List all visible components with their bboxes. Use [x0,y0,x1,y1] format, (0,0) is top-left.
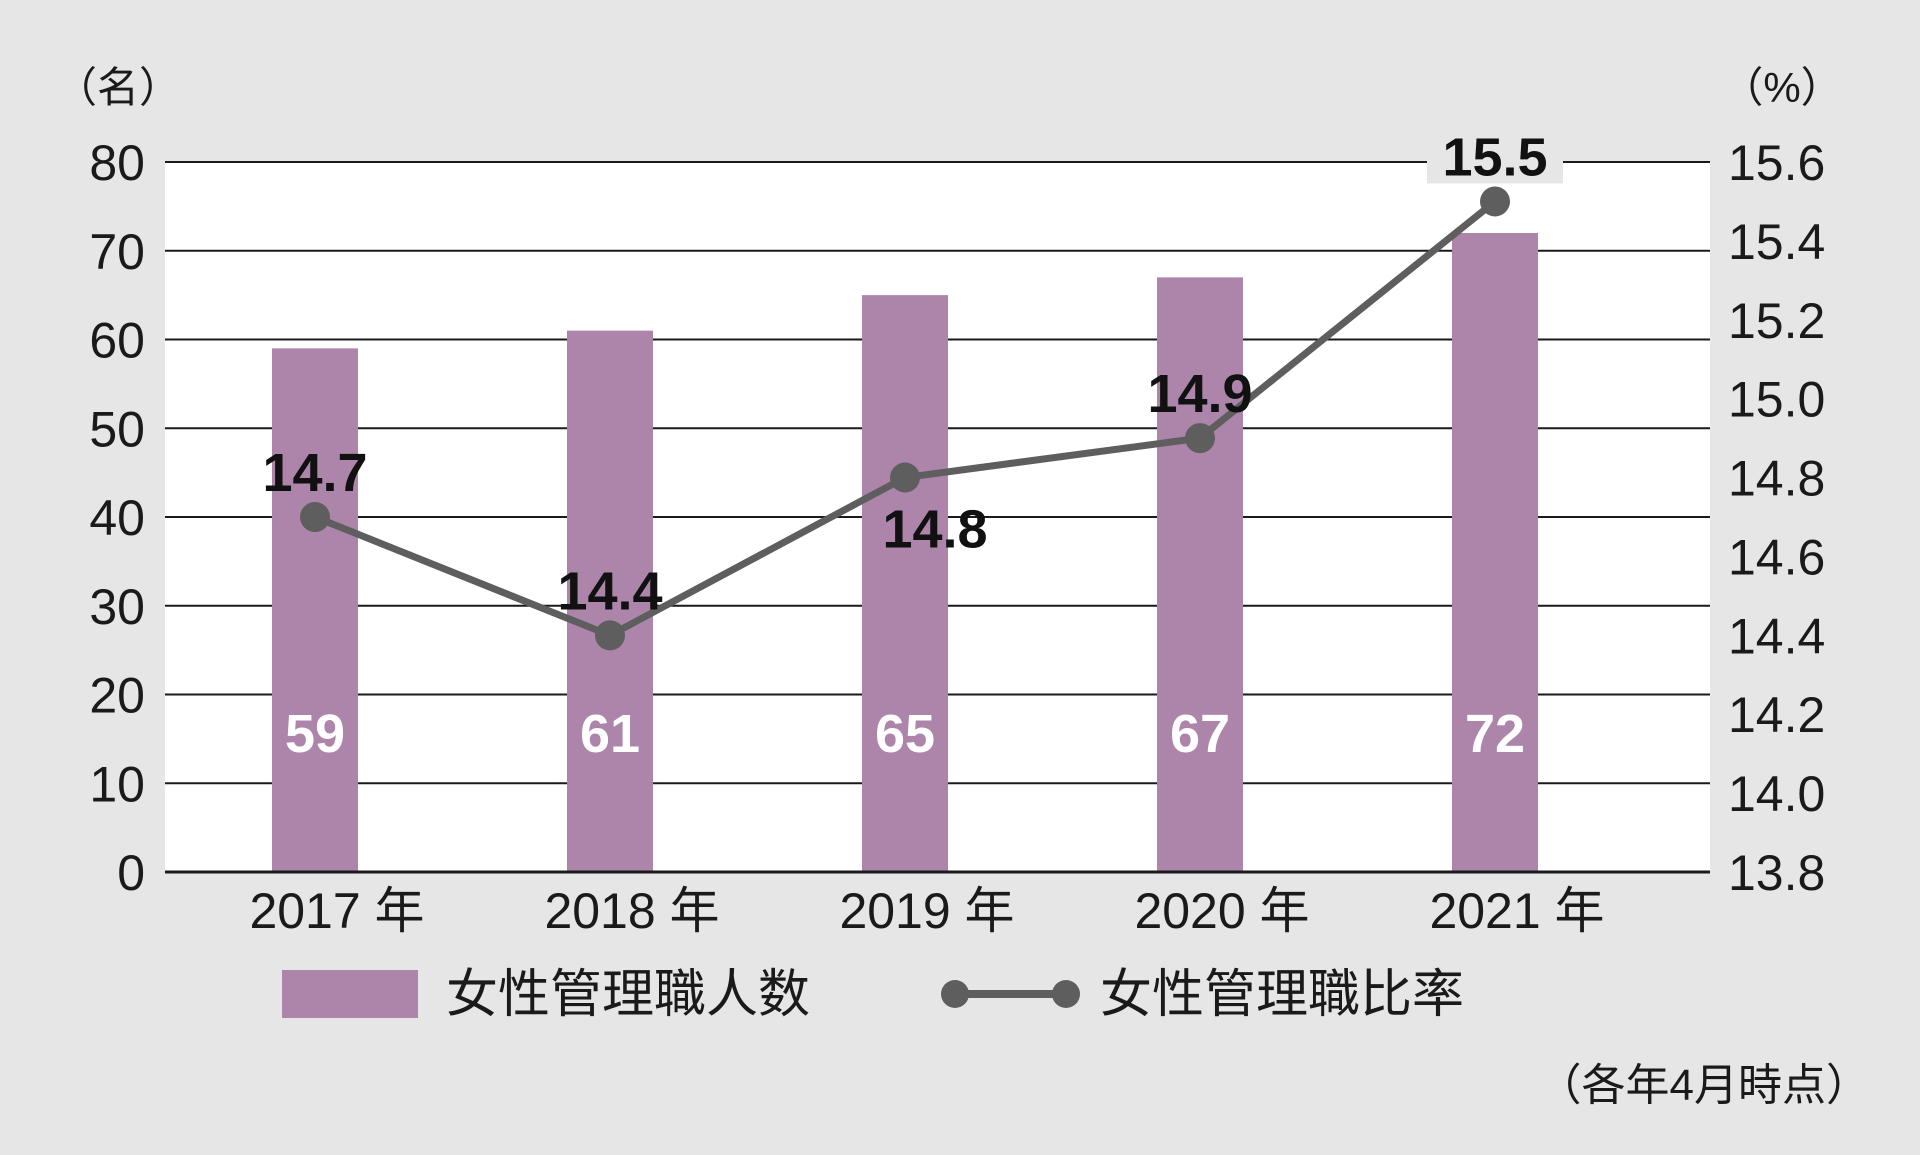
legend-line-marker [1052,980,1080,1008]
left-tick-label: 60 [89,313,145,369]
right-tick-label: 14.6 [1728,529,1825,585]
left-tick-label: 30 [89,579,145,635]
right-tick-label: 14.8 [1728,451,1825,507]
right-tick-label: 15.6 [1728,135,1825,191]
ratio-point [595,620,625,651]
right-tick-label: 15.4 [1728,214,1825,270]
left-tick-label: 20 [89,668,145,724]
data-labels: 59 61 65 67 72 14.7 14.4 14.8 14.9 15.5 [262,127,1563,764]
bar-value-label: 72 [1465,704,1525,764]
left-tick-label: 10 [89,756,145,812]
legend: 女性管理職人数 女性管理職比率 [282,966,1464,1024]
right-tick-label: 13.8 [1728,845,1825,901]
x-tick-label: 2017 年 [249,883,424,939]
legend-line-label: 女性管理職比率 [1100,966,1464,1024]
left-tick-label: 80 [89,135,145,191]
ratio-point [1185,423,1215,454]
label-backdrop [1427,127,1563,184]
ratio-value-label: 15.5 [1442,127,1547,187]
bar [1157,277,1243,872]
left-tick-label: 40 [89,490,145,546]
legend-bar-label: 女性管理職人数 [446,966,810,1024]
bars [272,233,1538,872]
right-tick-label: 14.4 [1728,608,1825,664]
bar-value-label: 59 [285,704,345,764]
ratio-value-label: 14.7 [262,443,367,503]
legend-line-marker [941,980,969,1008]
bar [862,295,948,872]
ratio-value-label: 14.8 [882,500,987,560]
left-axis-unit: （名） [55,64,181,111]
ratio-point [1480,186,1510,217]
x-tick-label: 2021 年 [1429,883,1604,939]
footnote: （各年4月時点） [1538,1061,1870,1110]
x-tick-label: 2018 年 [544,883,719,939]
x-tick-label: 2019 年 [839,883,1014,939]
ratio-point [890,462,920,493]
ratio-point [300,502,330,532]
bar-value-label: 65 [875,704,935,764]
right-tick-label: 14.0 [1728,766,1825,822]
ratio-value-label: 14.9 [1147,364,1252,424]
ratio-line [300,186,1510,651]
right-axis-unit: （%） [1721,64,1842,111]
bar-value-label: 67 [1170,704,1230,764]
bar [1452,233,1538,872]
ratio-value-label: 14.4 [557,561,662,621]
right-tick-label: 15.2 [1728,293,1825,349]
bar [567,330,653,872]
right-tick-label: 14.2 [1728,687,1825,743]
right-tick-label: 15.0 [1728,372,1825,428]
axes: 0 10 20 30 40 50 60 70 80 13.8 14.0 14.2 14.4 14.6 14.… [89,135,1825,939]
bar-value-label: 61 [580,704,640,764]
left-tick-label: 70 [89,224,145,280]
x-tick-label: 2020 年 [1134,883,1309,939]
legend-bar-swatch [282,970,418,1018]
bar [272,348,358,872]
left-tick-label: 0 [117,845,145,901]
left-tick-label: 50 [89,401,145,457]
